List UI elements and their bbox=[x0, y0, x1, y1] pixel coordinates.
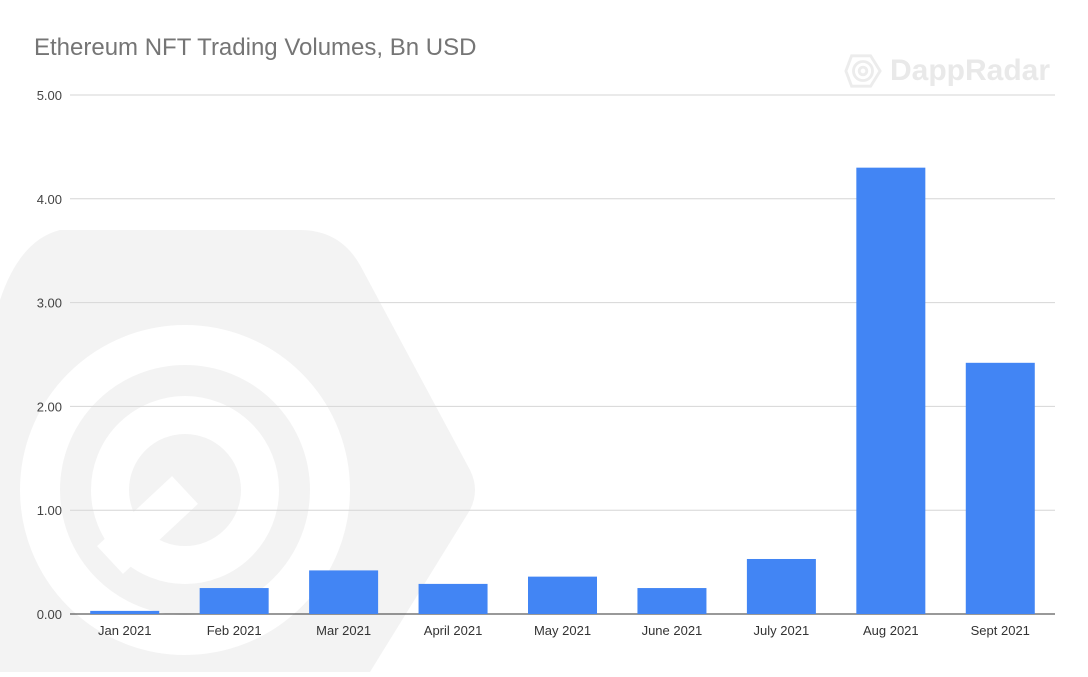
bar[interactable] bbox=[637, 588, 707, 614]
y-tick-label: 5.00 bbox=[37, 88, 62, 103]
bar[interactable] bbox=[856, 167, 926, 614]
y-tick-label: 3.00 bbox=[37, 296, 62, 311]
chart-title: Ethereum NFT Trading Volumes, Bn USD bbox=[34, 34, 477, 61]
bar[interactable] bbox=[746, 558, 816, 614]
watermark-logo-icon bbox=[0, 230, 475, 672]
x-tick-label: June 2021 bbox=[642, 623, 703, 638]
bar[interactable] bbox=[309, 570, 379, 614]
bar[interactable] bbox=[418, 583, 488, 614]
dappradar-logo: DappRadar bbox=[844, 52, 1050, 90]
y-tick-label: 1.00 bbox=[37, 503, 62, 518]
bar[interactable] bbox=[965, 362, 1035, 614]
x-tick-label: Jan 2021 bbox=[98, 623, 152, 638]
x-tick-label: July 2021 bbox=[754, 623, 810, 638]
brand-name: DappRadar bbox=[890, 54, 1051, 87]
bar[interactable] bbox=[199, 588, 269, 614]
x-tick-label: Feb 2021 bbox=[207, 623, 262, 638]
x-tick-label: Aug 2021 bbox=[863, 623, 919, 638]
y-tick-label: 2.00 bbox=[37, 399, 62, 414]
y-tick-label: 4.00 bbox=[37, 192, 62, 207]
bar[interactable] bbox=[528, 576, 597, 614]
x-tick-label: Sept 2021 bbox=[971, 623, 1030, 638]
dappradar-icon bbox=[844, 54, 882, 88]
x-tick-label: May 2021 bbox=[534, 623, 591, 638]
x-tick-label: Mar 2021 bbox=[316, 623, 371, 638]
y-tick-label: 0.00 bbox=[37, 607, 62, 622]
x-tick-label: April 2021 bbox=[424, 623, 483, 638]
bar[interactable] bbox=[90, 610, 160, 614]
